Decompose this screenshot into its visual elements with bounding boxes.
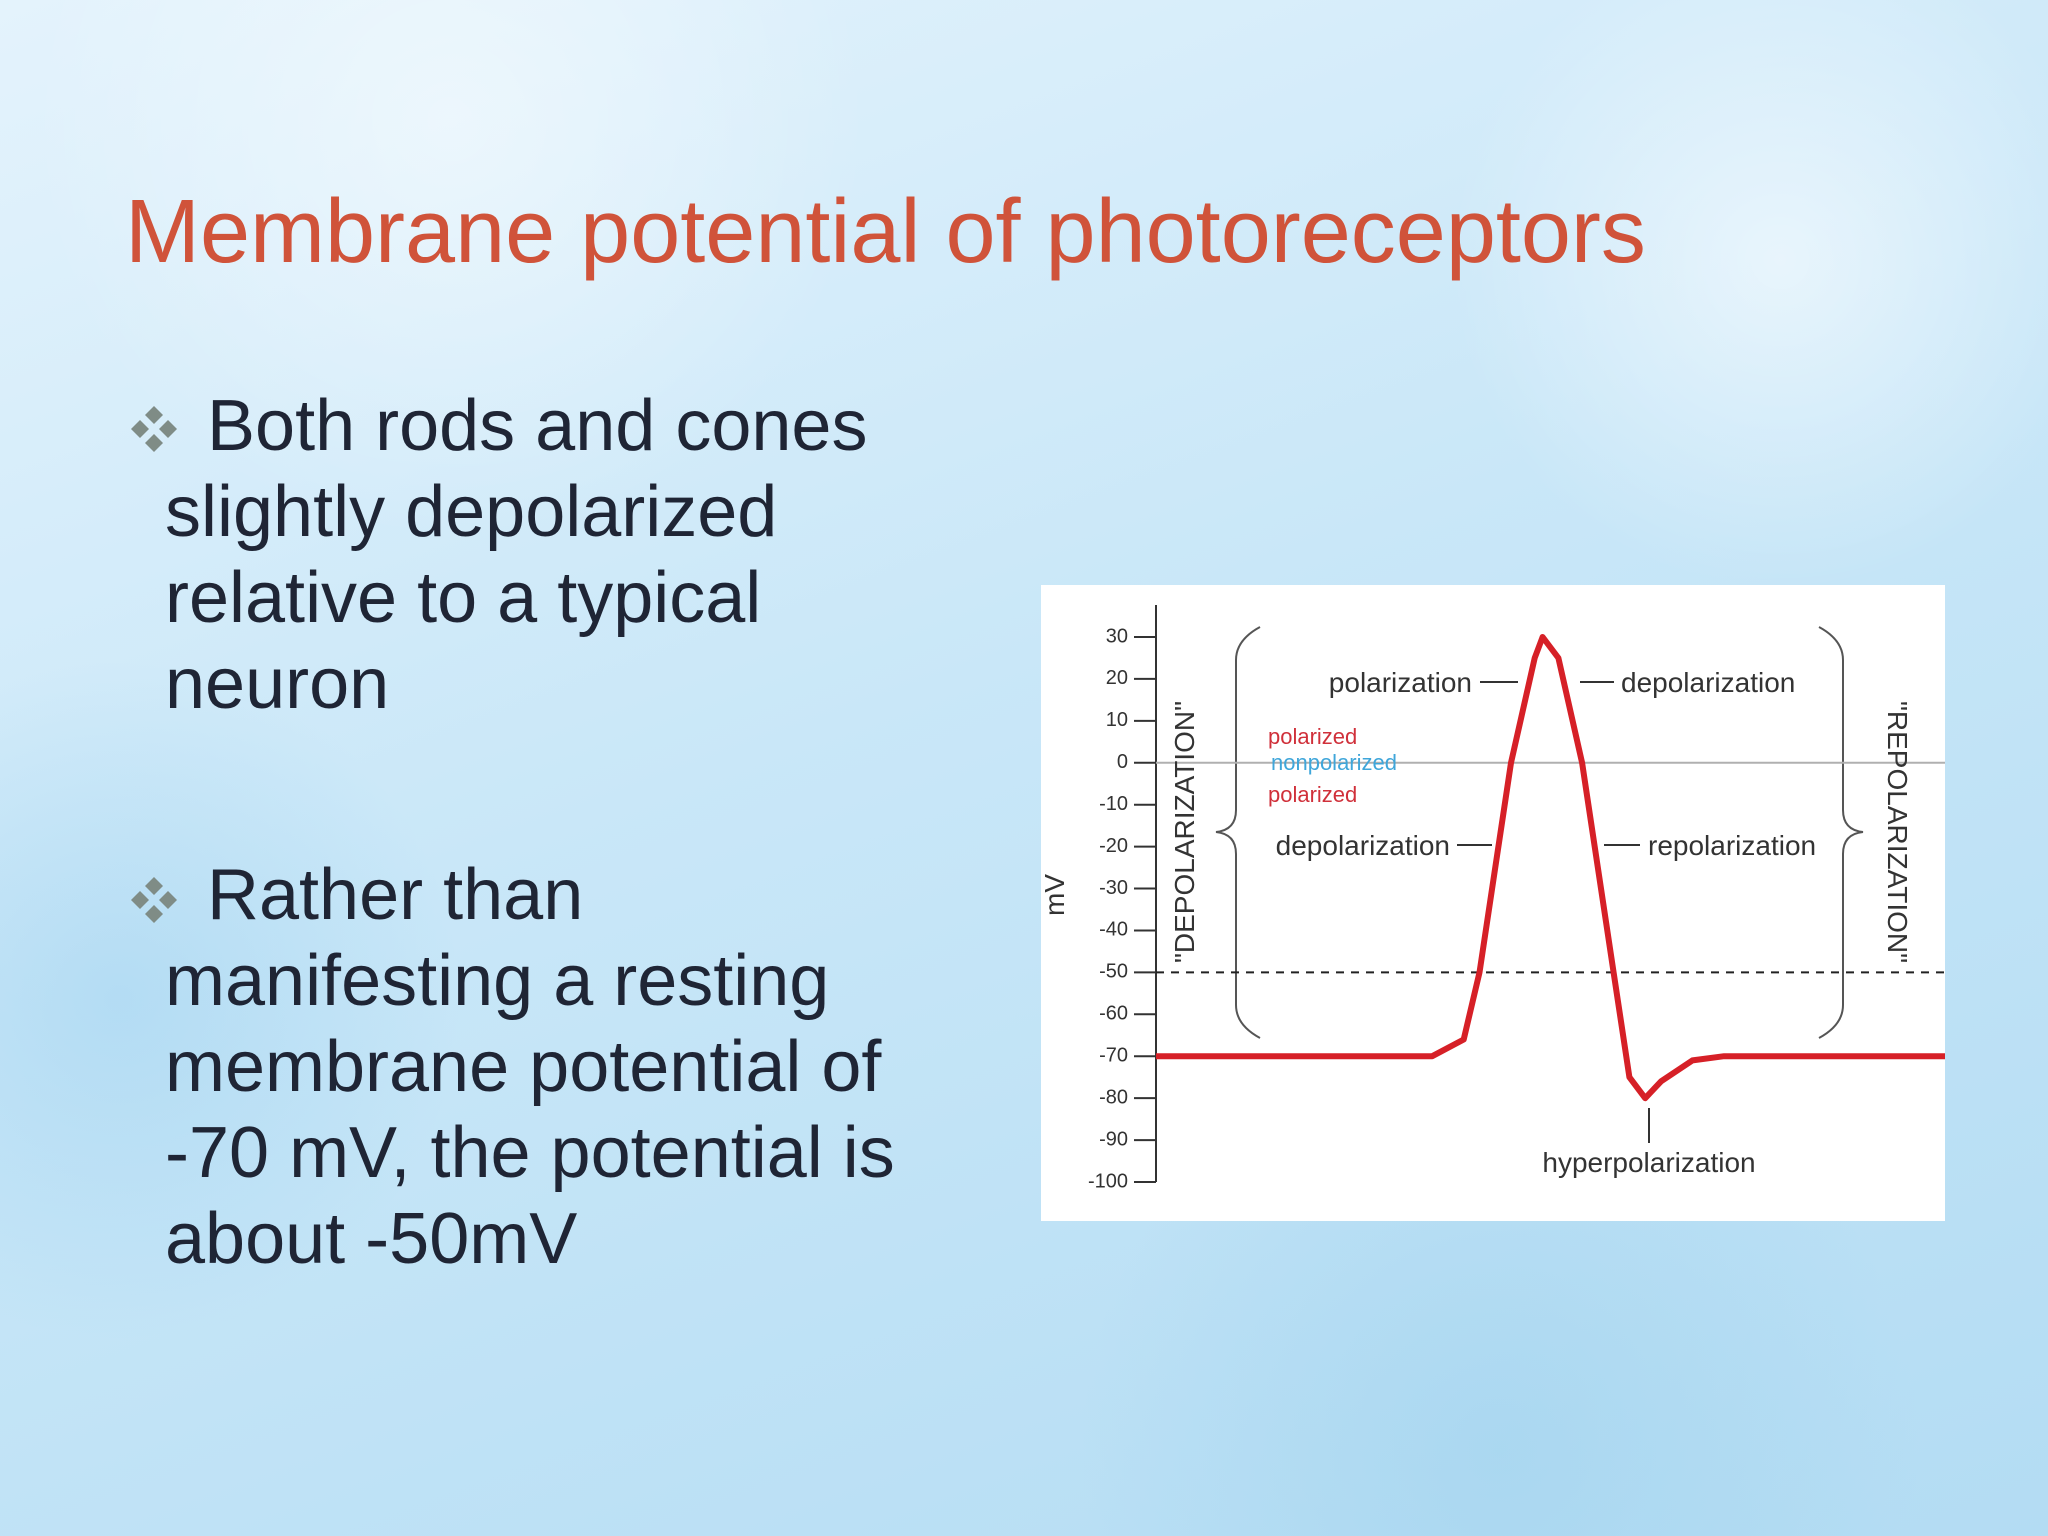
annotation: polarization [1329, 667, 1472, 698]
bullet-text: Both rods and cones [207, 386, 867, 466]
y-tick-label: -50 [1099, 961, 1128, 983]
y-tick-label: -100 [1088, 1170, 1128, 1192]
bullet-text: relative to a typical [165, 558, 761, 638]
y-tick-label: 30 [1106, 625, 1128, 647]
bullet-text: -70 mV, the potential is [165, 1113, 895, 1193]
y-tick-label: -10 [1099, 793, 1128, 815]
annotation: "DEPOLARIZATION" [1169, 701, 1200, 963]
bullet-text: membrane potential of [165, 1027, 882, 1107]
bullet-text: slightly depolarized [165, 472, 777, 552]
braces [1215, 626, 1864, 1039]
bullet-icon [131, 406, 177, 452]
y-tick-label: 0 [1117, 751, 1128, 773]
y-tick-label: -90 [1099, 1128, 1128, 1150]
bullet-text: manifesting a resting [165, 941, 829, 1021]
annotation: hyperpolarization [1542, 1147, 1755, 1178]
y-tick-label: -80 [1099, 1086, 1128, 1108]
slide-title: Membrane potential of photoreceptors [125, 182, 1646, 282]
line [1156, 634, 1945, 1102]
annotation: polarized [1268, 782, 1357, 807]
annotation: nonpolarized [1271, 750, 1397, 775]
annotation: "REPOLARIZATION" [1882, 701, 1913, 963]
bullet-text: about -50mV [165, 1199, 577, 1279]
y-tick-label: -60 [1099, 1003, 1128, 1025]
y-tick-label: -20 [1099, 835, 1128, 857]
bullet-text: neuron [165, 644, 389, 724]
y-axis-label: mV [1039, 874, 1070, 916]
annotation: repolarization [1648, 830, 1816, 861]
annotation: depolarization [1276, 830, 1450, 861]
annotation: polarized [1268, 724, 1357, 749]
annotation: depolarization [1621, 667, 1795, 698]
y-tick-label: 10 [1106, 709, 1128, 731]
y-tick-label: -30 [1099, 877, 1128, 899]
y-tick-label: -40 [1099, 919, 1128, 941]
leader-lines [1457, 681, 1650, 1143]
bullet-icon [131, 877, 177, 923]
y-tick-label: 20 [1106, 667, 1128, 689]
bullet-text: Rather than [207, 855, 583, 935]
y-tick-label: -70 [1099, 1045, 1128, 1067]
chart-background [1041, 585, 1945, 1221]
